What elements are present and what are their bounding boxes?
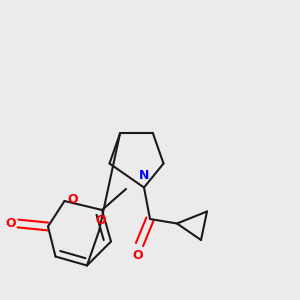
Text: O: O	[5, 217, 16, 230]
Text: N: N	[139, 169, 149, 182]
Text: O: O	[133, 249, 143, 262]
Text: O: O	[68, 193, 78, 206]
Text: O: O	[95, 214, 106, 227]
